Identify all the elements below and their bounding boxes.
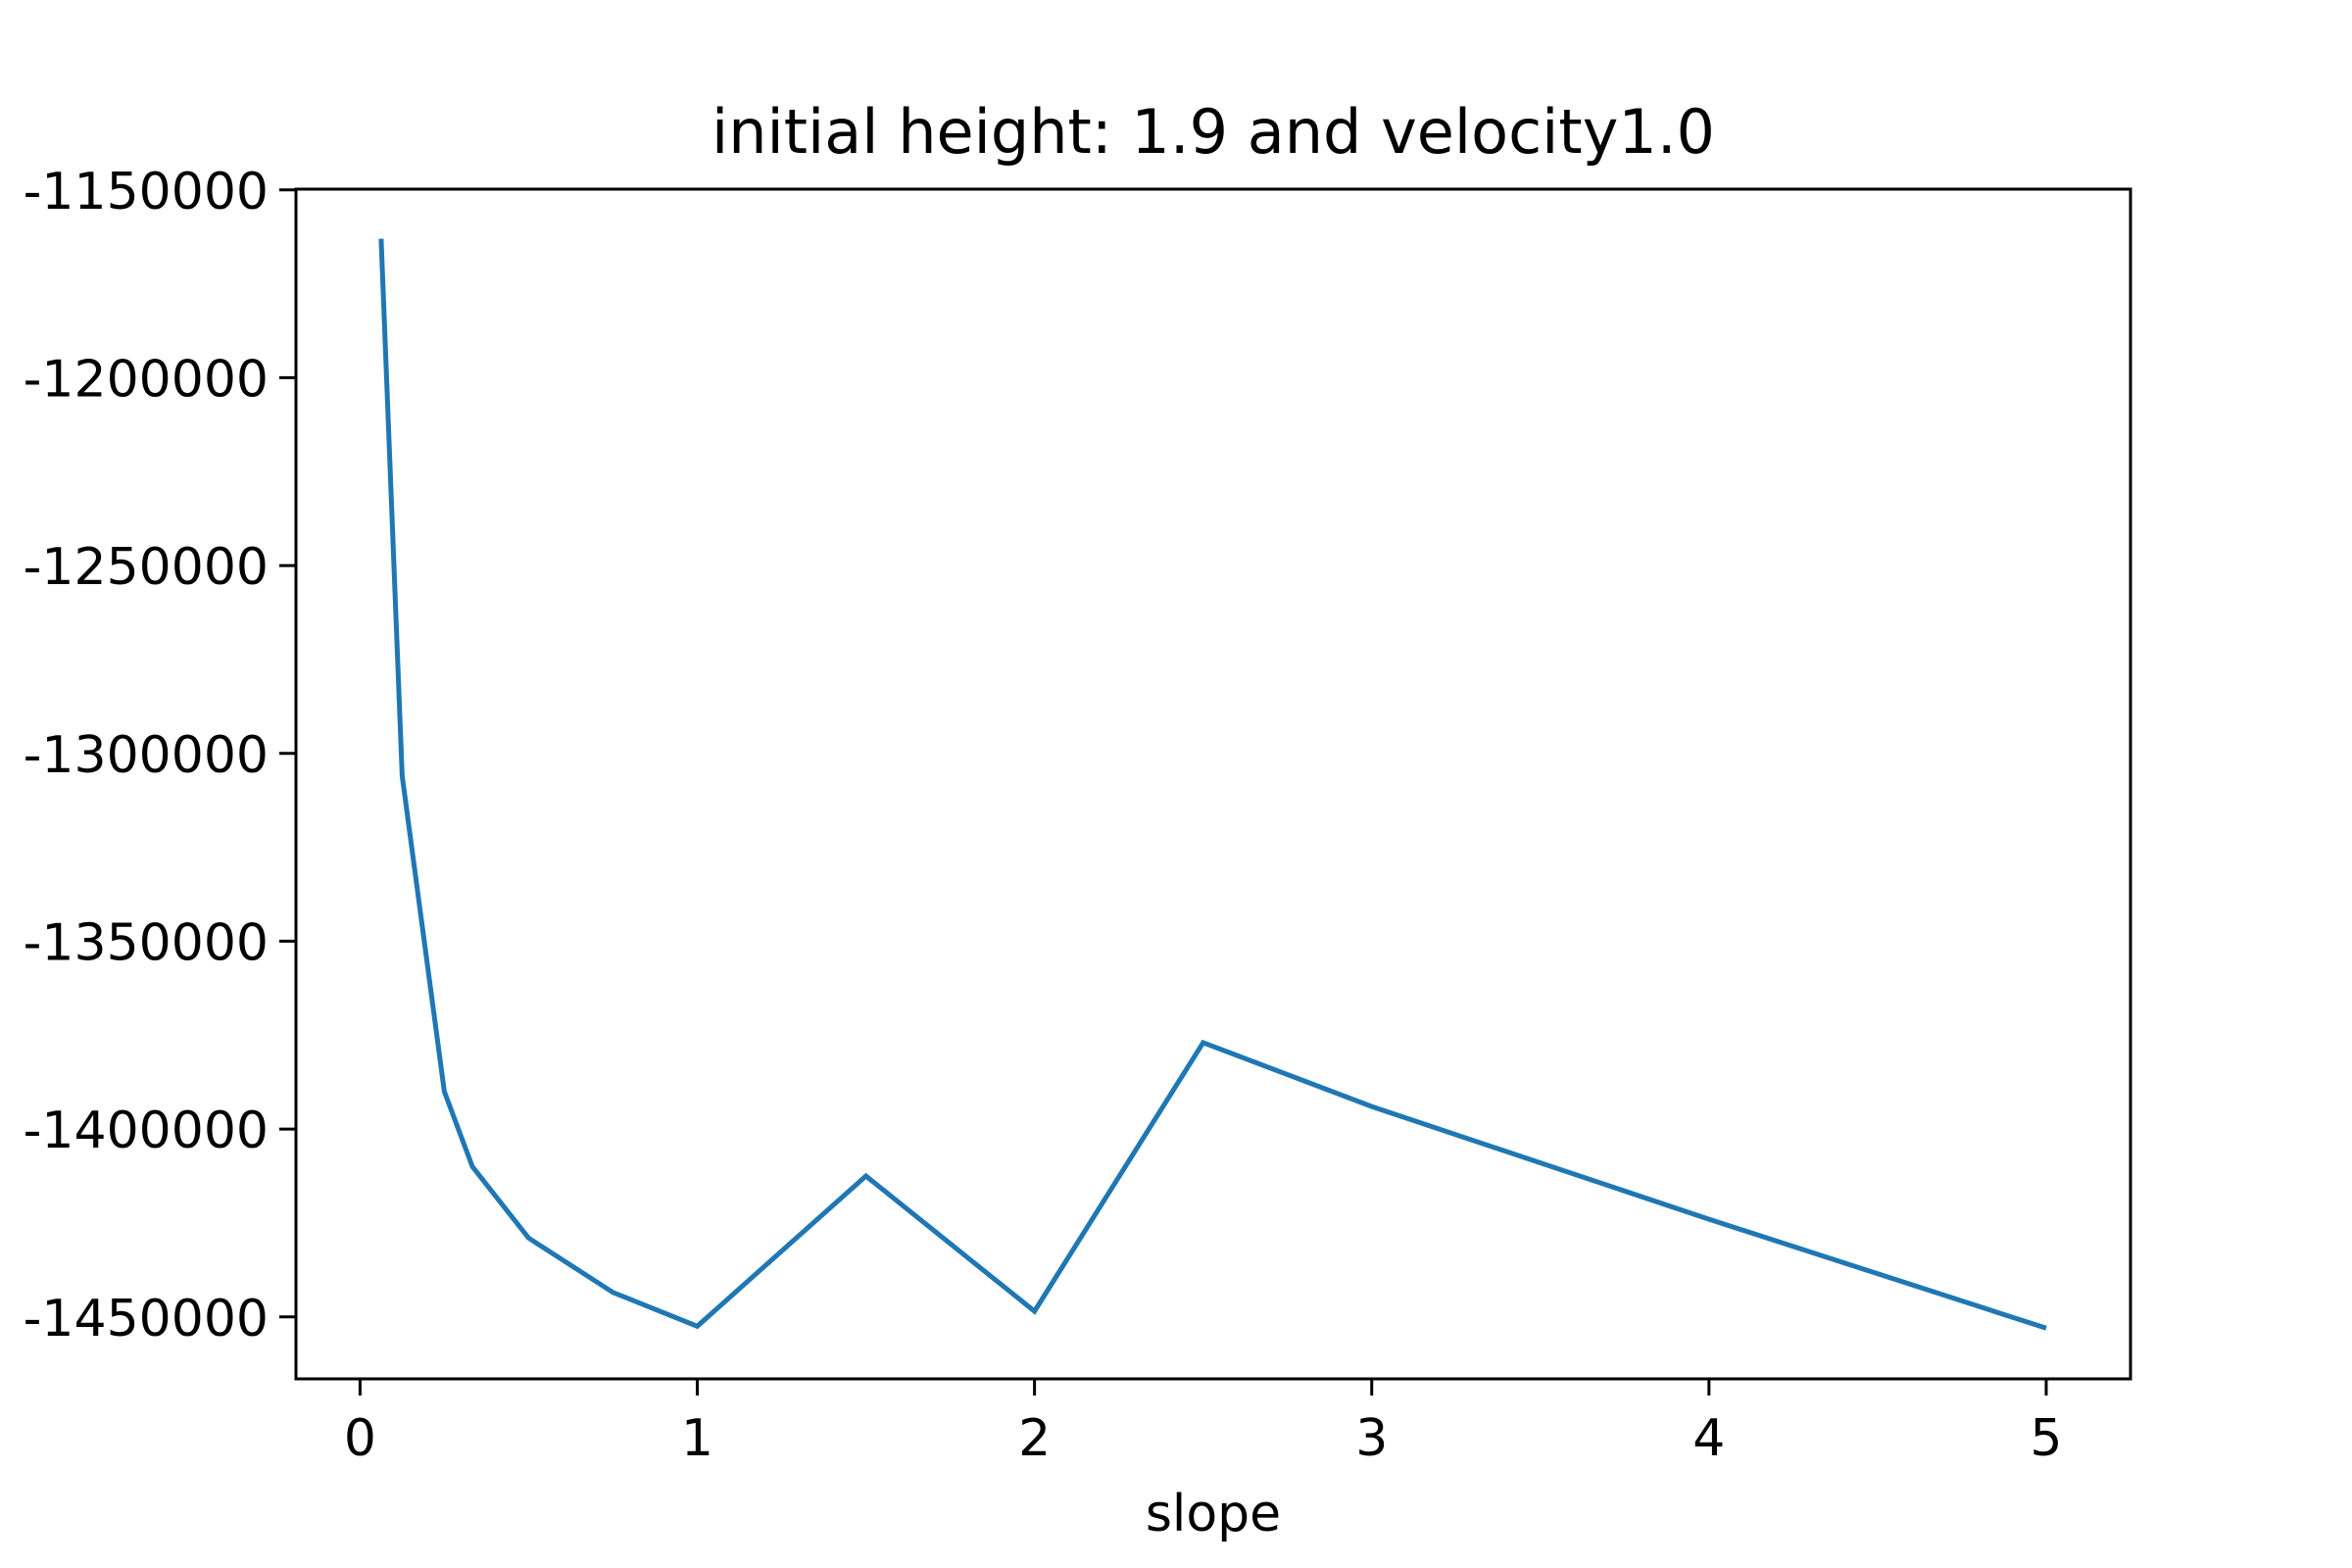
x-tick-label: 5 [2030, 1409, 2062, 1468]
x-tick-label: 1 [681, 1409, 713, 1468]
y-tick-label: -1250000 [24, 538, 269, 597]
y-tick-label: -1300000 [24, 726, 269, 785]
x-tick-label: 3 [1355, 1409, 1388, 1468]
x-axis-label: slope [1146, 1485, 1281, 1544]
y-tick-label: -1400000 [24, 1102, 269, 1160]
series-line-0 [378, 238, 2047, 1331]
chart-title: initial height: 1.9 and velocity1.0 [711, 96, 1715, 168]
x-tick-label: 2 [1018, 1409, 1051, 1468]
y-tick-label: -1200000 [24, 350, 269, 409]
plot-area [294, 187, 2132, 1381]
y-axis-ticks: -1150000 -1200000 -1250000 -1300000 -1350000… [24, 163, 296, 1348]
axes-frame [294, 187, 2132, 1381]
x-tick-label: 4 [1692, 1409, 1725, 1468]
y-tick-label: -1350000 [24, 913, 269, 972]
x-tick-label: 0 [344, 1409, 376, 1468]
x-axis-ticks: 0 1 2 3 4 5 [344, 1379, 2063, 1468]
series-layer [378, 238, 2047, 1331]
y-tick-label: -1450000 [24, 1290, 269, 1348]
y-tick-label: -1150000 [24, 163, 269, 221]
